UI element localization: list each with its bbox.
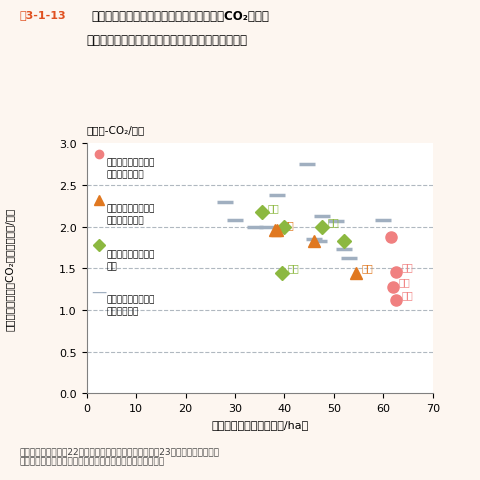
Text: 大分: 大分 [267,202,279,212]
Text: 秋田: 秋田 [282,220,294,230]
Text: 路面電車を廃止した
都市: 路面電車を廃止した 都市 [107,250,155,270]
Text: （トン-CO₂/人）: （トン-CO₂/人） [86,124,144,134]
Text: （路面電車有無別、東京圏・関西圏を除く中核市）: （路面電車有無別、東京圏・関西圏を除く中核市） [86,34,247,47]
Text: 資料：総務省「平成22年国勢調査」、国土交通省「平成23年都市計画年報」、
　　　環境省「土地利用・交通モデル（全国版）」より作成: 資料：総務省「平成22年国勢調査」、国土交通省「平成23年都市計画年報」、 環境… [19,446,219,466]
X-axis label: 市街化区域人口密度（人/ha）: 市街化区域人口密度（人/ha） [211,419,308,429]
Text: —: — [91,284,106,299]
Text: 長崎: 長崎 [400,262,412,271]
Text: 一人当たり自動車CO₂排出量（トン/年）: 一人当たり自動車CO₂排出量（トン/年） [5,207,14,330]
Text: 図3-1-13: 図3-1-13 [19,10,66,20]
Text: 高知: 高知 [400,289,412,300]
Text: 路面電車を一部残存
させている都市: 路面電車を一部残存 させている都市 [107,204,155,225]
Text: 旭川: 旭川 [287,263,299,273]
Text: 函館: 函館 [361,263,373,273]
Text: 松山: 松山 [398,276,410,287]
Text: 路面電車を全部残存
させている都市: 路面電車を全部残存 させている都市 [107,158,155,179]
Text: 岐阜: 岐阜 [326,216,338,227]
Text: 市街化区域の人口密度と一人当たり自動車CO₂排出量: 市街化区域の人口密度と一人当たり自動車CO₂排出量 [91,10,269,23]
Text: 路面電車を有したこ
とがない都市: 路面電車を有したこ とがない都市 [107,295,155,316]
